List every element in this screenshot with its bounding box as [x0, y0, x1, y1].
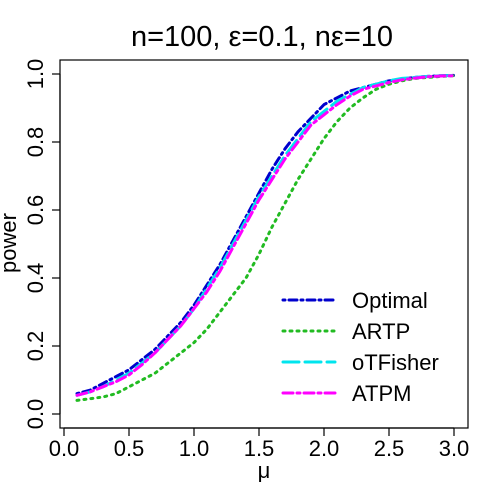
series-layer — [75, 73, 456, 402]
y-tick-label: 0.6 — [23, 195, 48, 226]
x-tick-label: 2.5 — [374, 436, 405, 461]
series-line-optimal — [75, 73, 456, 396]
x-tick-label: 1.0 — [179, 436, 210, 461]
x-tick-label: 1.5 — [244, 436, 275, 461]
legend-label-otfisher: oTFisher — [352, 350, 439, 375]
x-tick-label: 0.5 — [114, 436, 145, 461]
x-tick-label: 3.0 — [439, 436, 470, 461]
x-axis: 0.0 0.5 1.0 1.5 2.0 2.5 3.0 — [49, 427, 470, 461]
x-tick-label: 0.0 — [49, 436, 80, 461]
series-line-otfisher — [75, 73, 456, 397]
legend: Optimal ARTP oTFisher ATPM — [281, 288, 439, 406]
y-tick-label: 1.0 — [23, 59, 48, 90]
series-line-atpm — [75, 74, 456, 397]
y-axis: 0.0 0.2 0.4 0.6 0.8 1.0 — [23, 59, 61, 430]
series-line-artp — [75, 74, 456, 402]
legend-label-artp: ARTP — [352, 319, 410, 344]
y-tick-label: 0.8 — [23, 127, 48, 158]
y-tick-label: 0.4 — [23, 263, 48, 294]
y-tick-label: 0.2 — [23, 331, 48, 362]
legend-label-atpm: ATPM — [352, 381, 411, 406]
x-axis-label: μ — [258, 458, 271, 483]
y-tick-label: 0.0 — [23, 399, 48, 430]
y-axis-label: power — [0, 213, 21, 273]
x-tick-label: 2.0 — [309, 436, 340, 461]
legend-label-optimal: Optimal — [352, 288, 428, 313]
chart-title: n=100, ε=0.1, nε=10 — [131, 21, 393, 53]
